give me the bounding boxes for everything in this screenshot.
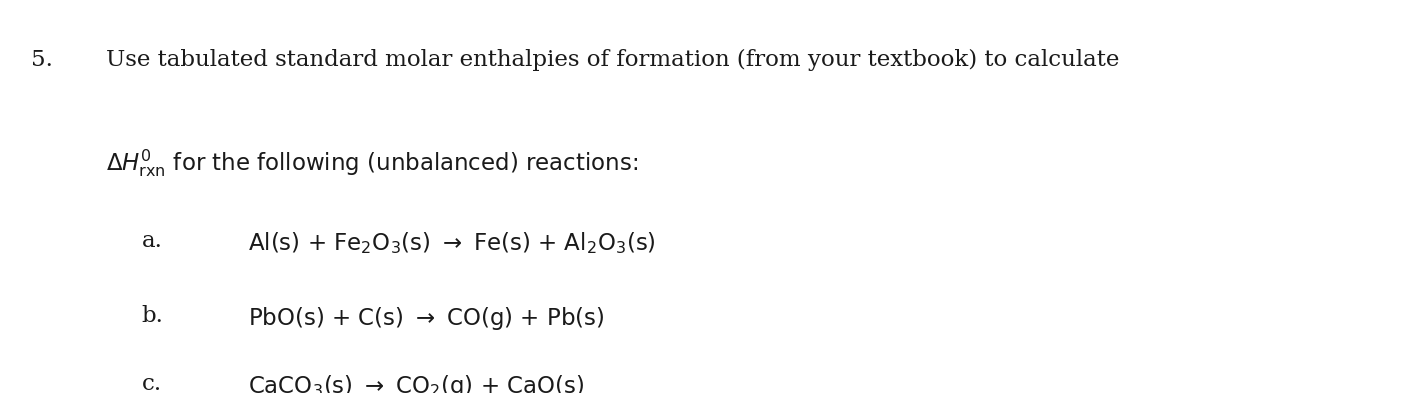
Text: CaCO$_3$(s) $\rightarrow$ CO$_2$(g) + CaO(s): CaCO$_3$(s) $\rightarrow$ CO$_2$(g) + Ca…	[248, 373, 584, 393]
Text: 5.: 5.	[31, 49, 52, 71]
Text: c.: c.	[142, 373, 162, 393]
Text: Al(s) + Fe$_2$O$_3$(s) $\rightarrow$ Fe(s) + Al$_2$O$_3$(s): Al(s) + Fe$_2$O$_3$(s) $\rightarrow$ Fe(…	[248, 230, 656, 256]
Text: $\Delta H^{0}_{\mathrm{rxn}}$ for the following (unbalanced) reactions:: $\Delta H^{0}_{\mathrm{rxn}}$ for the fo…	[106, 147, 639, 179]
Text: a.: a.	[142, 230, 163, 252]
Text: Use tabulated standard molar enthalpies of formation (from your textbook) to cal: Use tabulated standard molar enthalpies …	[106, 49, 1119, 71]
Text: PbO(s) + C(s) $\rightarrow$ CO(g) + Pb(s): PbO(s) + C(s) $\rightarrow$ CO(g) + Pb(s…	[248, 305, 604, 332]
Text: b.: b.	[142, 305, 163, 327]
